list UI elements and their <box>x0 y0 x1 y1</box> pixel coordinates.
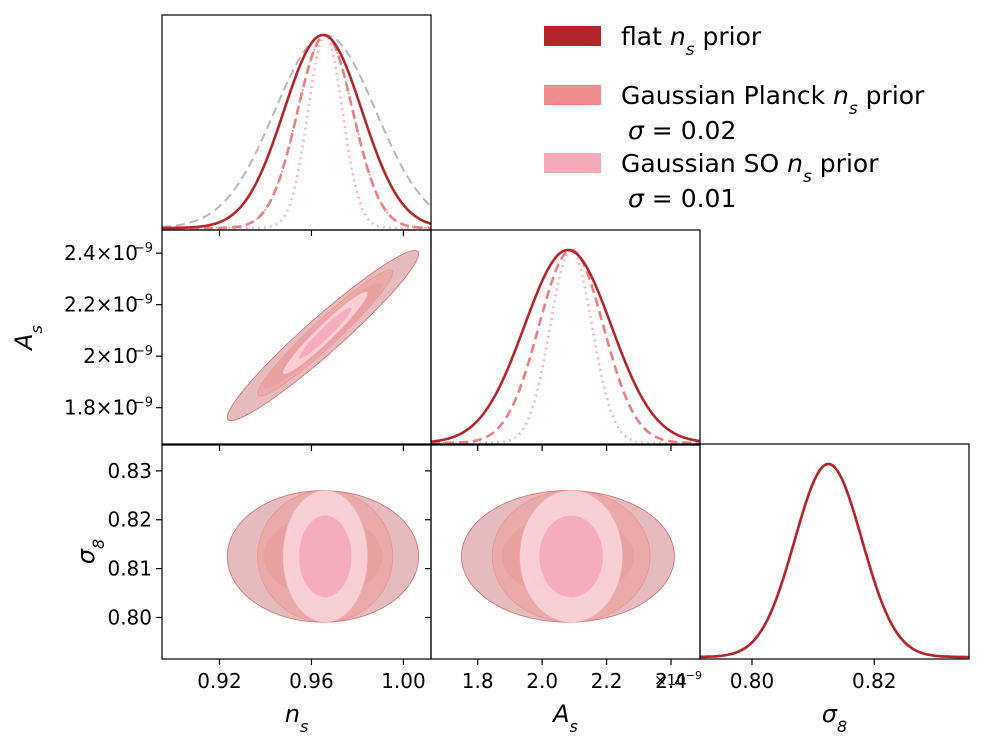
panel-frame-2-2 <box>699 443 970 660</box>
y-tick-exp: −9 <box>134 344 153 359</box>
x-tick-label-ns: 0.96 <box>289 669 334 693</box>
legend-label-3: Gaussian SO ns prior <box>621 149 879 187</box>
marginal-layer <box>162 33 969 659</box>
x-axis-label-sub: s <box>300 717 308 736</box>
y-tick-label-As: 2×10 <box>83 344 138 368</box>
legend-label-2: Gaussian Planck ns prior <box>621 81 925 119</box>
legend-label-1: flat ns prior <box>621 22 762 60</box>
marginal-reference-dashed <box>162 34 431 228</box>
x-axis-label-ns: ns <box>285 700 309 736</box>
y-tick-label-As: 2.2×10 <box>64 293 138 317</box>
legend-swatch-1 <box>544 26 601 46</box>
x-axis-label-sub: s <box>570 717 578 736</box>
marginal-As-series-2 <box>431 248 700 445</box>
x-tick-label-As: 2.0 <box>526 669 558 693</box>
legend-label-sigma-2: σ = 0.02 <box>628 116 736 145</box>
y-tick-label-As: 2.4×10 <box>64 241 138 265</box>
contour-68-3 <box>299 515 352 598</box>
marginal-As-series-1 <box>431 248 700 443</box>
y-axis-label-s8: σ8 <box>72 539 108 564</box>
x-offset-exp: −9 <box>686 669 702 682</box>
tick-layer <box>156 230 875 665</box>
marginal-s8-series-3 <box>700 462 969 659</box>
y-tick-exp: −9 <box>134 293 153 308</box>
legend-label-sigma-3: σ = 0.01 <box>628 184 736 213</box>
y-tick-exp: −9 <box>134 396 153 411</box>
x-tick-label-s8: 0.80 <box>730 669 775 693</box>
contour-68-3 <box>539 515 603 598</box>
contour-panel-ns-As <box>226 250 420 422</box>
x-tick-label-ns: 0.92 <box>197 669 242 693</box>
y-tick-label-s8: 0.82 <box>107 508 152 532</box>
contour-panel-ns-s8 <box>226 490 420 623</box>
y-axis-label-sub: 8 <box>89 539 108 549</box>
x-tick-label-As: 2.2 <box>591 669 623 693</box>
y-axis-label-As: As <box>10 325 46 352</box>
contour-layer <box>226 250 675 623</box>
x-axis-label-As: As <box>551 700 578 736</box>
x-axis-label-sub: 8 <box>837 717 847 736</box>
marginal-s8-series-2 <box>700 462 969 659</box>
marginal-ns-series-1 <box>162 33 431 230</box>
legend-swatch-3 <box>544 153 601 173</box>
x-tick-label-As: 1.8 <box>462 669 494 693</box>
y-tick-exp: −9 <box>134 241 153 256</box>
panel-frame-0-0 <box>161 14 432 231</box>
contour-panel-As-s8 <box>460 490 675 623</box>
x-tick-label-s8: 0.82 <box>852 669 897 693</box>
y-tick-label-s8: 0.80 <box>107 605 152 629</box>
x-axis-label-s8: σ8 <box>822 700 847 736</box>
panel-frames <box>161 14 970 660</box>
y-axis-label-sub: s <box>27 325 46 333</box>
x-offset-label-As: ×10−9 <box>654 669 702 690</box>
marginal-ns-series-2 <box>162 33 431 230</box>
y-tick-label-As: 1.8×10 <box>64 396 138 420</box>
x-tick-label-ns: 1.00 <box>381 669 426 693</box>
panel-frame-1-1 <box>430 229 701 446</box>
x-tick-label-As: 2.4 <box>655 669 687 693</box>
marginal-s8-series-1 <box>700 462 969 659</box>
legend-swatch-2 <box>544 85 601 105</box>
y-tick-label-s8: 0.81 <box>107 557 152 581</box>
y-tick-label-s8: 0.83 <box>107 459 152 483</box>
contour-68-3 <box>299 307 352 359</box>
marginal-As-series-3 <box>431 248 700 445</box>
